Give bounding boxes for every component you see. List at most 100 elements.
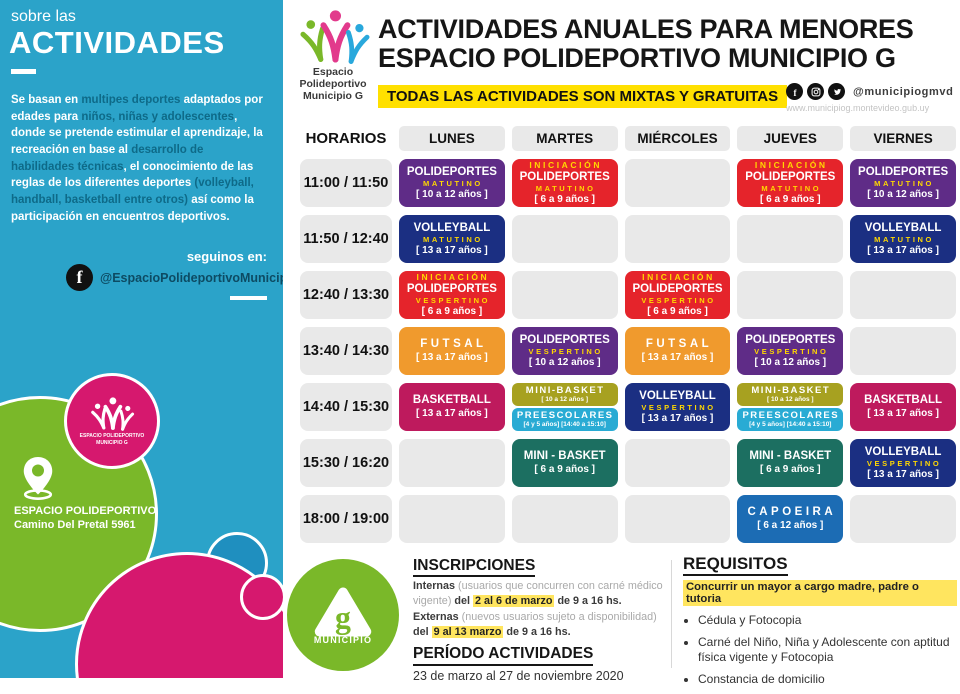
- municipio-g-icon: g: [314, 587, 372, 637]
- decorative-dash: [230, 296, 267, 300]
- activity-cell: FUTSAL[ 13 a 17 años ]: [624, 327, 731, 375]
- schedule-cell-empty: [399, 439, 505, 487]
- activity-cell: PREESCOLARES [4 y 5 años] [14:40 a 15:10]: [737, 408, 844, 431]
- activity-cell: CAPOEIRA[ 6 a 12 años ]: [737, 495, 844, 543]
- website-url[interactable]: www.municipiog.montevideo.gub.uy: [786, 103, 930, 113]
- sidebar: sobre las ACTIVIDADES Se basan en multip…: [0, 0, 283, 678]
- svg-text:g: g: [335, 600, 351, 635]
- activity-line: [ 10 a 12 años ]: [867, 189, 939, 201]
- activity-line: [ 6 a 9 años ]: [760, 464, 821, 476]
- schedule-cell-split: MINI-BASKET[ 10 a 12 años ] PREESCOLARES[…: [737, 383, 844, 431]
- activity-line: POLIDEPORTES: [406, 283, 497, 296]
- sidebar-paragraph: Se basan en multipes deportes adaptados …: [11, 92, 265, 225]
- activity-line: [ 10 a 12 años ]: [754, 357, 827, 369]
- activity-line: [ 6 a 9 años ]: [760, 194, 821, 206]
- logo-caption-line2: Municipio G: [302, 90, 364, 103]
- schedule-cell-empty: [511, 495, 618, 543]
- activity-line: INICIACIÓN: [754, 159, 828, 170]
- activity-line: [ 13 a 17 años ]: [867, 469, 939, 481]
- activity-cell: PREESCOLARES [4 y 5 años] [14:40 a 15:10]: [511, 408, 618, 431]
- activity-line: [ 6 a 12 años ]: [757, 520, 824, 532]
- schedule-time-label: 11:50 / 12:40: [300, 215, 392, 263]
- sidebar-kicker: sobre las: [11, 8, 76, 25]
- activity-line: VESPERTINO: [528, 346, 603, 356]
- inscripciones-text-span: de 9 a 16 hs.: [554, 594, 622, 607]
- schedule-cell-split: MINI-BASKET[ 10 a 12 años ] PREESCOLARES[…: [511, 383, 618, 431]
- logo-caption-line1: Espacio Polideportivo: [299, 66, 367, 91]
- activity-line: POLIDEPORTES: [632, 283, 723, 296]
- inscripciones-text-span: del: [454, 594, 474, 607]
- schedule-grid: HORARIOS LUNES MARTES MIÉRCOLES JUEVES VIERNE…: [300, 126, 956, 543]
- activity-cell: INICIACIÓN POLIDEPORTES MATUTINO[ 6 a 9 añ…: [737, 159, 844, 207]
- activity-line: [ 6 a 9 años ]: [647, 306, 708, 318]
- page-title: ACTIVIDADES ANUALES PARA MENORES ESPACIO…: [378, 14, 914, 74]
- inscripciones-text-span: de 9 a 16 hs.: [503, 625, 571, 638]
- social-block: f @municipiogmvd www.municipiog.montevid…: [786, 83, 953, 113]
- sidebar-paragraph-text-span: (volleyball, handball, basketball entre …: [11, 177, 254, 207]
- activity-line: MINI - BASKET: [749, 450, 832, 463]
- activity-line: POLIDEPORTES: [745, 333, 836, 346]
- page-title-line2: ESPACIO POLIDEPORTIVO MUNICIPIO G: [378, 43, 896, 74]
- requisitos-title: REQUISITOS: [683, 553, 788, 577]
- activity-line: [ 13 a 17 años ]: [416, 245, 488, 257]
- activity-line: [ 13 a 17 años ]: [867, 245, 939, 257]
- activity-line: VOLLEYBALL: [864, 221, 942, 234]
- activity-line: POLIDEPORTES: [519, 171, 610, 184]
- activity-line: MATUTINO: [535, 183, 596, 193]
- activity-cell: BASKETBALL[ 13 a 17 años ]: [850, 383, 956, 431]
- page-title-line1: ACTIVIDADES ANUALES PARA MENORES: [378, 14, 914, 44]
- activity-line: [ 6 a 9 años ]: [534, 464, 595, 476]
- activity-line: MINI - BASKET: [523, 450, 606, 463]
- activity-line: MATUTINO: [761, 183, 822, 193]
- activity-cell: MINI - BASKET[ 6 a 9 años ]: [737, 439, 844, 487]
- location-name: ESPACIO POLIDEPORTIVO: [14, 505, 157, 517]
- social-handle[interactable]: @municipiogmvd: [853, 85, 954, 98]
- activity-cell: VOLLEYBALL VESPERTINO[ 13 a 17 años ]: [850, 439, 956, 487]
- activity-line: [ 13 a 17 años ]: [641, 352, 714, 364]
- sidebar-title: ACTIVIDADES: [9, 25, 225, 60]
- facebook-icon[interactable]: f: [66, 264, 93, 291]
- banner-mixtas-gratuitas: TODAS LAS ACTIVIDADES SON MIXTAS Y GRATU…: [378, 85, 788, 108]
- activity-line: [ 13 a 17 años ]: [867, 408, 939, 420]
- schedule-header-day: VIERNES: [850, 126, 956, 151]
- activity-cell: POLIDEPORTES MATUTINO[ 10 a 12 años ]: [399, 159, 505, 207]
- activity-line: VOLLEYBALL: [413, 221, 491, 234]
- requisito-item: Carné del Niño, Niña y Adolescente con a…: [698, 635, 957, 665]
- schedule-cell-empty: [850, 495, 956, 543]
- activity-line: VESPERTINO: [866, 458, 942, 468]
- activity-line: INICIACIÓN: [642, 271, 715, 282]
- instagram-icon[interactable]: [807, 83, 824, 100]
- schedule-cell-empty: [624, 159, 731, 207]
- activity-line: VESPERTINO: [641, 295, 716, 305]
- activity-line: MINI-BASKET: [525, 384, 605, 396]
- header-logo-caption: Espacio Polideportivo Municipio G: [283, 66, 383, 102]
- activity-line: [ 6 a 9 años ]: [534, 194, 595, 206]
- inscripciones-section: INSCRIPCIONES Internas (usuarios que con…: [413, 556, 671, 683]
- activity-line: MATUTINO: [874, 234, 934, 244]
- activity-line: POLIDEPORTES: [406, 165, 497, 178]
- inscripciones-text-span: Externas: [413, 611, 462, 624]
- sidebar-paragraph-text-span: Se basan en: [11, 94, 82, 106]
- inscripciones-lines: Internas (usuarios que concurren con car…: [413, 579, 671, 639]
- logo-badge-line1: ESPACIO POLIDEPORTIVO: [79, 433, 145, 439]
- municipio-badge: g MUNICIPIO: [284, 556, 402, 674]
- activity-line: [4 y 5 años] [14:40 a 15:10]: [523, 421, 606, 429]
- inscripciones-line: Internas (usuarios que concurren con car…: [413, 579, 671, 608]
- schedule-header-horarios: HORARIOS: [305, 130, 387, 147]
- activity-cell: FUTSAL[ 13 a 17 años ]: [399, 327, 505, 375]
- sidebar-paragraph-text-span: desarrollo de habilidades técnicas: [11, 144, 204, 173]
- sidebar-paragraph-text-span: adaptados por edades para: [11, 94, 263, 123]
- activity-line: VOLLEYBALL: [639, 389, 716, 402]
- facebook-icon[interactable]: f: [786, 83, 803, 100]
- activity-cell: MINI-BASKET[ 10 a 12 años ]: [511, 383, 618, 406]
- schedule-cell-empty: [511, 271, 618, 319]
- schedule-time-label: 11:00 / 11:50: [300, 159, 392, 207]
- schedule-cell-empty: [624, 215, 731, 263]
- activity-line: MATUTINO: [874, 178, 934, 188]
- activity-line: [ 10 a 12 años ]: [541, 396, 588, 404]
- activity-line: FUTSAL: [420, 338, 487, 351]
- sidebar-paragraph-text-span: multipes deportes: [81, 94, 181, 106]
- twitter-icon[interactable]: [828, 83, 845, 100]
